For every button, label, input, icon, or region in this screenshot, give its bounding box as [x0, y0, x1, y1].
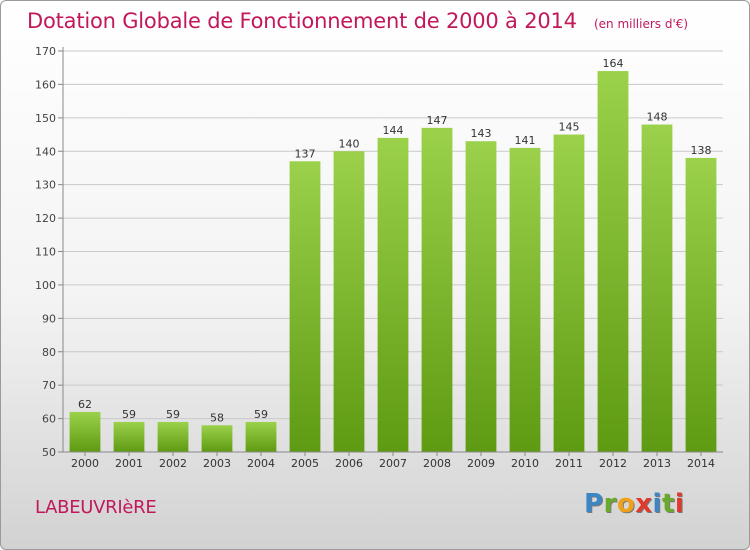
bar-2007	[377, 137, 409, 452]
bar-value-label: 140	[339, 137, 360, 150]
y-tick-label: 80	[42, 346, 56, 359]
bar-value-label: 59	[166, 408, 180, 421]
y-tick-label: 110	[35, 246, 56, 259]
bar-value-label: 141	[515, 134, 536, 147]
bar-2013	[641, 124, 673, 453]
bar-2010	[509, 147, 541, 453]
chart-subtitle: (en milliers d'€)	[593, 17, 689, 31]
bar-2012	[597, 71, 629, 453]
bar-value-label: 147	[427, 114, 448, 127]
bar-2005	[289, 161, 321, 452]
y-tick-label: 150	[35, 112, 56, 125]
x-tick-label: 2012	[599, 457, 627, 470]
proxiti-logo: Proxiti	[584, 489, 685, 519]
y-tick-label: 170	[35, 45, 56, 58]
x-tick-label: 2000	[71, 457, 99, 470]
bar-2002	[157, 421, 189, 452]
bar-2009	[465, 141, 497, 452]
bar-2004	[245, 421, 277, 452]
y-tick-label: 90	[42, 312, 56, 325]
bar-value-label: 59	[254, 408, 268, 421]
bar-2001	[113, 421, 145, 452]
x-tick-label: 2005	[291, 457, 319, 470]
bar-2014	[685, 157, 717, 452]
bar-2000	[69, 411, 101, 452]
x-tick-label: 2009	[467, 457, 495, 470]
bar-value-label: 62	[78, 398, 92, 411]
x-tick-label: 2014	[687, 457, 715, 470]
y-tick-label: 140	[35, 145, 56, 158]
bar-value-label: 145	[559, 121, 580, 134]
x-tick-label: 2002	[159, 457, 187, 470]
x-tick-label: 2008	[423, 457, 451, 470]
x-tick-label: 2013	[643, 457, 671, 470]
bar-value-label: 59	[122, 408, 136, 421]
bar-value-label: 58	[210, 411, 224, 424]
x-tick-label: 2003	[203, 457, 231, 470]
x-tick-label: 2011	[555, 457, 583, 470]
y-tick-label: 120	[35, 212, 56, 225]
x-tick-label: 2007	[379, 457, 407, 470]
y-tick-label: 70	[42, 379, 56, 392]
bar-value-label: 144	[383, 124, 404, 137]
bar-2006	[333, 151, 365, 452]
chart-title: Dotation Globale de Fonctionnement de 20…	[27, 9, 577, 33]
y-tick-label: 60	[42, 413, 56, 426]
y-tick-label: 160	[35, 78, 56, 91]
bar-value-label: 137	[295, 147, 316, 160]
y-tick-label: 130	[35, 179, 56, 192]
bar-2008	[421, 127, 453, 452]
bar-value-label: 148	[647, 111, 668, 124]
y-tick-label: 50	[42, 446, 56, 459]
x-tick-label: 2004	[247, 457, 275, 470]
bar-value-label: 164	[603, 57, 624, 70]
y-tick-label: 100	[35, 279, 56, 292]
x-tick-label: 2006	[335, 457, 363, 470]
bar-value-label: 143	[471, 127, 492, 140]
bar-2003	[201, 425, 233, 452]
x-tick-label: 2001	[115, 457, 143, 470]
commune-name: LABEUVRIèRE	[35, 497, 157, 518]
bar-2011	[553, 134, 585, 452]
bar-value-label: 138	[691, 144, 712, 157]
x-tick-label: 2010	[511, 457, 539, 470]
chart-title-row: Dotation Globale de Fonctionnement de 20…	[27, 9, 688, 33]
